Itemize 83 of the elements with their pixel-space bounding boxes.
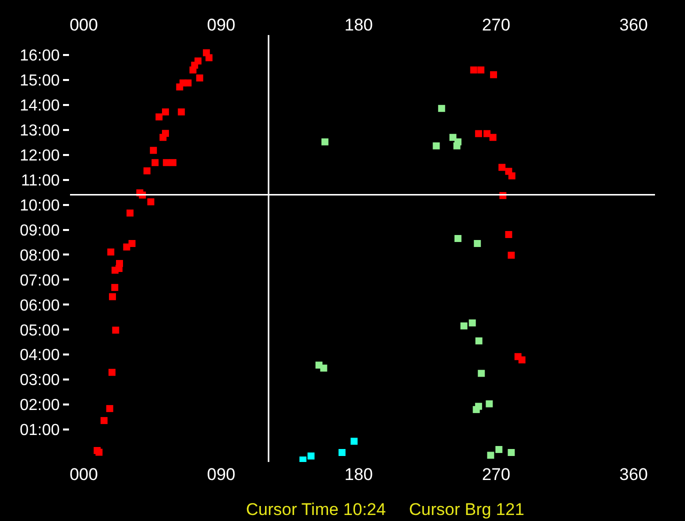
point [321,138,328,146]
point [505,231,512,238]
y-tick-label: 03:00 [20,372,60,390]
y-tick-label: 12:00 [20,147,60,164]
point [489,134,496,141]
point [432,142,440,150]
point [178,108,185,116]
point [169,159,176,166]
point [486,400,493,408]
y-tick-label: 11:00 [20,172,60,190]
y-tick-label: 15:00 [20,72,60,90]
point [487,452,494,459]
y-tick-label: 01:00 [20,422,60,440]
y-tick-label: 06:00 [20,297,60,314]
point [112,326,120,334]
point [350,438,358,445]
point [107,248,114,256]
point [460,322,468,330]
point [508,252,515,259]
y-tick-label: 13:00 [20,122,60,140]
y-tick-label: 04:00 [20,347,60,364]
point [112,266,119,274]
point [205,54,212,62]
point [470,66,478,74]
point [308,452,315,460]
point [147,198,154,206]
x-tick-label: 000 [70,16,98,35]
point [108,368,116,376]
point [189,66,196,74]
point [483,130,490,138]
x-tick-label: 270 [482,16,510,35]
x2-tick-label: 090 [207,465,236,484]
point [126,210,134,217]
point [176,83,184,90]
x2-tick-label: 000 [70,465,98,484]
y-tick-label: 08:00 [20,247,60,264]
point [475,402,482,410]
point [152,159,159,166]
x2-tick-label: 270 [482,465,510,484]
point [156,113,163,120]
point [495,446,502,454]
x-tick-label: 180 [344,16,373,35]
y-tick-label: 16:00 [20,48,60,65]
point [508,449,515,456]
point [490,71,498,78]
point [320,364,328,372]
text: Cursor Brg 121 [409,500,524,519]
point [108,293,116,300]
point [196,74,204,82]
point [475,337,482,344]
point [123,244,130,250]
point [474,240,481,248]
y-tick-label: 05:00 [20,322,60,340]
y-tick-label: 07:00 [20,272,60,290]
point [162,159,170,166]
point [468,319,476,326]
y-tick-label: 09:00 [20,222,60,240]
point [498,164,506,171]
x-tick-label: 090 [207,16,236,35]
x2-tick-label: 360 [619,465,648,484]
point [338,449,346,456]
point [162,108,169,116]
x-tick-label: 360 [619,16,648,35]
point [453,142,460,150]
y-tick-label: 10:00 [20,197,60,214]
point [478,370,485,377]
point [111,284,118,291]
point [454,235,462,242]
point [438,104,446,112]
point [150,146,157,154]
text: Cursor Time 10:24 [246,500,386,519]
y-tick-label: 02:00 [20,397,60,414]
point [477,66,484,74]
point [143,167,150,174]
point [299,456,306,462]
x2-tick-label: 180 [344,465,373,484]
point [160,134,167,141]
point [100,417,108,424]
point [106,405,114,412]
point [518,356,526,364]
point [475,130,482,138]
point [508,172,516,180]
y-tick-label: 14:00 [20,98,60,115]
